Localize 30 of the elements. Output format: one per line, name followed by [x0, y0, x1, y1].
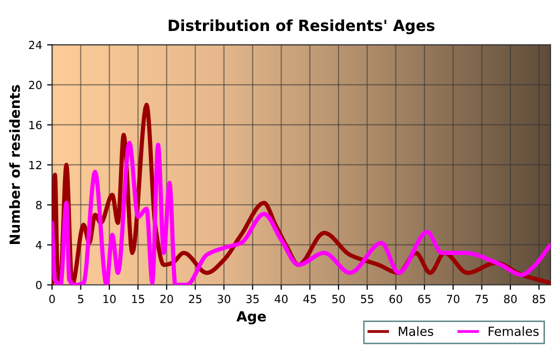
x-tick-label: 65: [418, 294, 431, 304]
y-tick-label: 12: [29, 160, 42, 170]
x-tick-label: 10: [104, 294, 116, 304]
x-tick-label: 80: [504, 294, 517, 304]
x-tick-label: 40: [274, 294, 288, 304]
x-tick-label: 15: [132, 294, 144, 304]
legend-label: Males: [398, 326, 434, 336]
x-tick-label: 60: [390, 294, 402, 304]
x-tick-label: 5: [78, 294, 84, 304]
x-tick-label: 0: [49, 294, 55, 304]
x-axis-title: Age: [236, 311, 266, 324]
x-tick-label: 25: [189, 294, 202, 304]
x-tick-label: 35: [246, 294, 259, 304]
x-tick-label: 20: [160, 294, 173, 304]
x-tick-label: 50: [332, 294, 345, 304]
y-tick-label: 4: [36, 240, 42, 250]
x-tick-label: 70: [446, 294, 460, 304]
y-tick-label: 16: [29, 120, 42, 130]
x-tick-label: 45: [303, 294, 316, 304]
x-tick-label: 55: [360, 294, 374, 304]
y-tick-label: 8: [36, 200, 42, 210]
y-tick-label: 24: [29, 40, 42, 50]
x-tick-label: 30: [218, 294, 230, 304]
x-tick-label: 75: [476, 294, 488, 304]
legend-label: Females: [488, 326, 539, 336]
x-tick-label: 85: [532, 294, 546, 304]
y-axis-title: Number of residents: [9, 85, 20, 244]
y-tick-label: 0: [36, 280, 42, 290]
chart-title: Distribution of Residents' Ages: [168, 19, 434, 34]
y-tick-label: 20: [29, 80, 42, 90]
